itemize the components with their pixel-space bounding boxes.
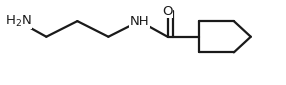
Text: O: O [162, 5, 173, 18]
Text: H$_2$N: H$_2$N [5, 14, 31, 29]
Text: NH: NH [130, 15, 149, 28]
